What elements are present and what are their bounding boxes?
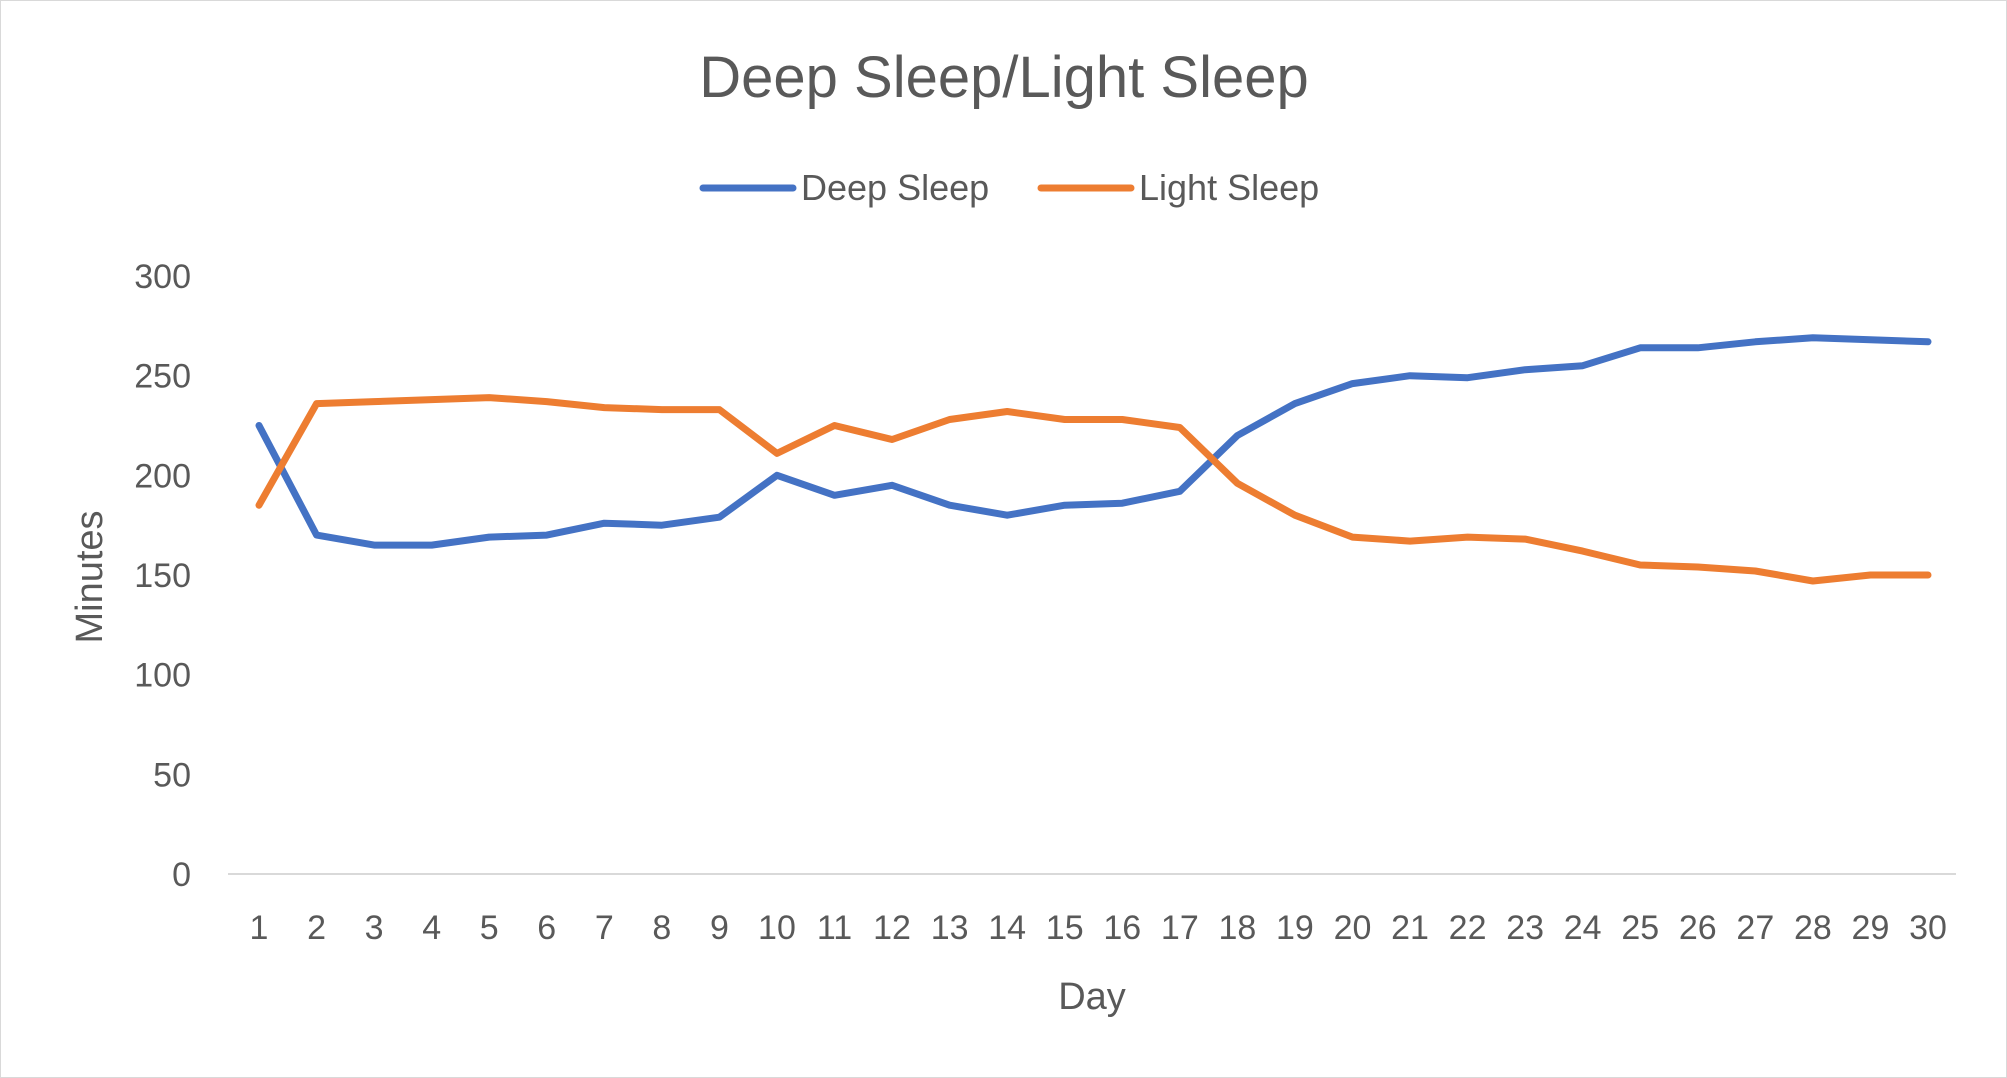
x-axis-title: Day xyxy=(1058,976,1126,1018)
x-tick-label: 13 xyxy=(931,909,969,947)
x-tick-label: 1 xyxy=(250,909,269,947)
x-tick-label: 22 xyxy=(1449,909,1487,947)
x-tick-label: 14 xyxy=(988,909,1026,947)
series-line-deep-sleep xyxy=(255,334,1932,549)
x-tick-label: 17 xyxy=(1161,909,1199,947)
x-tick-label: 29 xyxy=(1852,909,1890,947)
x-tick-label: 11 xyxy=(817,909,852,947)
x-tick-label: 5 xyxy=(480,909,499,947)
x-axis-ticks: 1 2 3 4 5 6 7 8 9 10 11 12 13 14 15 16 17 18 19 20 21 22 23 24 2… xyxy=(250,909,1947,947)
y-axis-title: Minutes xyxy=(69,510,111,643)
x-tick-label: 7 xyxy=(595,909,614,947)
x-tick-label: 20 xyxy=(1334,909,1372,947)
x-tick-label: 15 xyxy=(1046,909,1084,947)
legend-label-deep-sleep: Deep Sleep xyxy=(801,167,989,208)
y-tick-label: 50 xyxy=(153,756,191,794)
x-tick-label: 24 xyxy=(1564,909,1602,947)
x-tick-label: 6 xyxy=(537,909,556,947)
series-line-light-sleep xyxy=(255,394,1932,585)
x-tick-label: 12 xyxy=(873,909,911,947)
x-tick-label: 9 xyxy=(710,909,729,947)
legend-label-light-sleep: Light Sleep xyxy=(1139,167,1319,208)
x-tick-label: 28 xyxy=(1794,909,1832,947)
chart-title: Deep Sleep/Light Sleep xyxy=(699,45,1308,110)
x-tick-label: 4 xyxy=(422,909,441,947)
x-tick-label: 10 xyxy=(758,909,796,947)
y-tick-label: 100 xyxy=(134,657,191,695)
x-tick-label: 3 xyxy=(365,909,384,947)
x-tick-label: 19 xyxy=(1276,909,1314,947)
y-tick-label: 0 xyxy=(172,856,191,894)
x-tick-label: 25 xyxy=(1621,909,1659,947)
x-tick-label: 2 xyxy=(307,909,326,947)
y-tick-label: 300 xyxy=(134,258,191,296)
x-tick-label: 18 xyxy=(1218,909,1256,947)
y-tick-label: 150 xyxy=(134,557,191,595)
x-tick-label: 30 xyxy=(1909,909,1947,947)
legend: Deep Sleep Light Sleep xyxy=(699,167,1319,208)
y-axis-ticks: 0 50 100 150 200 250 300 xyxy=(134,258,191,894)
series-lines xyxy=(255,334,1932,585)
y-tick-label: 250 xyxy=(134,358,191,396)
x-tick-label: 21 xyxy=(1391,909,1429,947)
y-tick-label: 200 xyxy=(134,457,191,495)
x-tick-label: 23 xyxy=(1506,909,1544,947)
x-tick-label: 16 xyxy=(1103,909,1141,947)
x-tick-label: 8 xyxy=(652,909,671,947)
x-tick-label: 26 xyxy=(1679,909,1717,947)
x-tick-label: 27 xyxy=(1736,909,1774,947)
